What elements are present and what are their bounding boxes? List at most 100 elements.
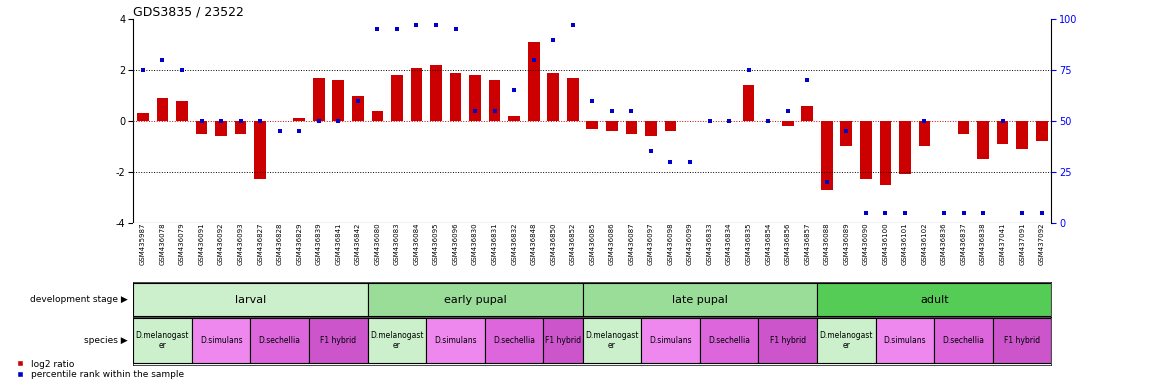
- Text: GSM436099: GSM436099: [687, 223, 692, 265]
- Bar: [742, 85, 755, 121]
- Bar: [782, 121, 793, 126]
- Text: GSM436101: GSM436101: [902, 223, 908, 265]
- FancyBboxPatch shape: [309, 318, 367, 363]
- Text: GSM436834: GSM436834: [726, 223, 732, 265]
- Bar: [977, 121, 989, 159]
- Bar: [958, 121, 969, 134]
- FancyBboxPatch shape: [818, 283, 1051, 316]
- FancyBboxPatch shape: [192, 318, 250, 363]
- Text: GSM435987: GSM435987: [140, 223, 146, 265]
- Text: GSM436842: GSM436842: [354, 223, 361, 265]
- Text: GSM436854: GSM436854: [765, 223, 771, 265]
- Text: GSM436087: GSM436087: [629, 223, 635, 265]
- Text: GSM436102: GSM436102: [922, 223, 928, 265]
- Bar: [1017, 121, 1028, 149]
- Text: GSM436080: GSM436080: [374, 223, 380, 265]
- Text: F1 hybrid: F1 hybrid: [770, 336, 806, 345]
- Bar: [332, 80, 344, 121]
- Bar: [449, 73, 461, 121]
- Bar: [215, 121, 227, 136]
- Text: D.melanogast
er: D.melanogast er: [585, 331, 638, 351]
- FancyBboxPatch shape: [818, 318, 875, 363]
- Legend: log2 ratio, percentile rank within the sample: log2 ratio, percentile rank within the s…: [16, 360, 184, 379]
- FancyBboxPatch shape: [992, 318, 1051, 363]
- Text: D.sechellia: D.sechellia: [258, 336, 301, 345]
- Bar: [528, 42, 540, 121]
- Bar: [176, 101, 188, 121]
- Text: GSM436856: GSM436856: [785, 223, 791, 265]
- FancyBboxPatch shape: [367, 318, 426, 363]
- Bar: [997, 121, 1009, 144]
- Bar: [196, 121, 207, 134]
- FancyBboxPatch shape: [133, 283, 367, 316]
- Text: late pupal: late pupal: [672, 295, 727, 305]
- Bar: [372, 111, 383, 121]
- FancyBboxPatch shape: [875, 318, 935, 363]
- Text: GSM436098: GSM436098: [667, 223, 674, 265]
- FancyBboxPatch shape: [582, 283, 818, 316]
- Bar: [352, 96, 364, 121]
- FancyBboxPatch shape: [543, 318, 582, 363]
- Text: F1 hybrid: F1 hybrid: [545, 336, 581, 345]
- Bar: [548, 73, 559, 121]
- Text: GSM436097: GSM436097: [648, 223, 654, 265]
- Text: GDS3835 / 23522: GDS3835 / 23522: [133, 5, 244, 18]
- Text: GSM436078: GSM436078: [160, 223, 166, 265]
- FancyBboxPatch shape: [367, 283, 582, 316]
- Bar: [1036, 121, 1048, 141]
- Text: GSM436838: GSM436838: [980, 223, 987, 265]
- Text: F1 hybrid: F1 hybrid: [1004, 336, 1040, 345]
- Text: GSM436096: GSM436096: [453, 223, 459, 265]
- Text: species ▶: species ▶: [83, 336, 127, 345]
- FancyBboxPatch shape: [582, 318, 642, 363]
- Text: GSM436827: GSM436827: [257, 223, 263, 265]
- Text: GSM436852: GSM436852: [570, 223, 576, 265]
- Text: GSM436837: GSM436837: [960, 223, 967, 265]
- FancyBboxPatch shape: [642, 318, 699, 363]
- Text: GSM436835: GSM436835: [746, 223, 752, 265]
- Text: GSM436088: GSM436088: [823, 223, 830, 265]
- Text: early pupal: early pupal: [444, 295, 506, 305]
- Text: D.simulans: D.simulans: [434, 336, 477, 345]
- Bar: [801, 106, 813, 121]
- Text: GSM436091: GSM436091: [198, 223, 205, 265]
- Text: D.sechellia: D.sechellia: [943, 336, 984, 345]
- Text: GSM436093: GSM436093: [237, 223, 243, 265]
- Bar: [645, 121, 657, 136]
- Bar: [255, 121, 266, 179]
- Bar: [860, 121, 872, 179]
- Bar: [567, 78, 579, 121]
- Text: GSM436836: GSM436836: [941, 223, 947, 265]
- Text: GSM436841: GSM436841: [336, 223, 342, 265]
- Text: GSM436092: GSM436092: [218, 223, 225, 265]
- Text: D.sechellia: D.sechellia: [493, 336, 535, 345]
- Text: GSM437041: GSM437041: [999, 223, 1005, 265]
- Text: GSM436083: GSM436083: [394, 223, 400, 265]
- Text: GSM436830: GSM436830: [472, 223, 478, 265]
- Bar: [469, 75, 481, 121]
- Text: GSM437091: GSM437091: [1019, 223, 1025, 265]
- Text: GSM437092: GSM437092: [1039, 223, 1045, 265]
- Text: GSM436085: GSM436085: [589, 223, 595, 265]
- Text: GSM436084: GSM436084: [413, 223, 419, 265]
- Text: GSM436100: GSM436100: [882, 223, 888, 265]
- Bar: [411, 68, 423, 121]
- Bar: [625, 121, 637, 134]
- FancyBboxPatch shape: [250, 318, 309, 363]
- Text: D.melanogast
er: D.melanogast er: [371, 331, 424, 351]
- Text: GSM436829: GSM436829: [296, 223, 302, 265]
- Text: GSM436086: GSM436086: [609, 223, 615, 265]
- Bar: [606, 121, 617, 131]
- Bar: [430, 65, 442, 121]
- FancyBboxPatch shape: [133, 318, 192, 363]
- Bar: [391, 75, 403, 121]
- Text: GSM436079: GSM436079: [179, 223, 185, 265]
- Text: GSM436848: GSM436848: [530, 223, 536, 265]
- Bar: [313, 78, 324, 121]
- Bar: [821, 121, 833, 190]
- Bar: [586, 121, 599, 129]
- Bar: [235, 121, 247, 134]
- Text: D.simulans: D.simulans: [884, 336, 926, 345]
- Text: GSM436828: GSM436828: [277, 223, 283, 265]
- Text: development stage ▶: development stage ▶: [30, 295, 127, 304]
